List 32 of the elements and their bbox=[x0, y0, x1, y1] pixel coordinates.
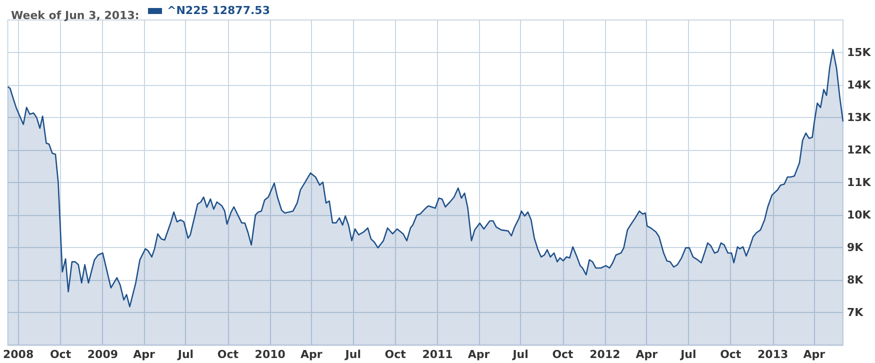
legend-label: ^N225 bbox=[167, 4, 208, 17]
x-tick-label: 2008 bbox=[2, 348, 34, 361]
x-tick-label: Jul bbox=[680, 348, 696, 361]
x-tick-label: 2012 bbox=[590, 348, 620, 361]
y-tick-label: 14K bbox=[847, 78, 872, 92]
y-tick-label: 11K bbox=[847, 176, 872, 189]
y-tick-label: 15K bbox=[847, 46, 872, 59]
x-tick-label: Oct bbox=[552, 348, 574, 361]
x-tick-label: Apr bbox=[300, 348, 323, 361]
y-tick-label: 12K bbox=[847, 144, 872, 156]
x-tick-label: 2009 bbox=[87, 348, 118, 361]
y-tick-label: 10K bbox=[847, 208, 872, 222]
text: 12877.53 bbox=[212, 4, 270, 17]
x-tick-label: Apr bbox=[636, 348, 658, 361]
y-tick-label: 9K bbox=[847, 241, 864, 254]
x-tick-label: Oct bbox=[217, 348, 238, 361]
x-tick-label: 2013 bbox=[758, 348, 788, 361]
y-tick-label: 8K bbox=[847, 274, 864, 286]
x-tick-label: Jul bbox=[344, 348, 361, 361]
x-tick-label: Apr bbox=[803, 348, 826, 361]
x-tick-label: Apr bbox=[133, 348, 156, 361]
y-tick-label: 13K bbox=[847, 111, 872, 124]
x-tick-label: Jul bbox=[512, 348, 528, 361]
x-tick-label: Apr bbox=[468, 348, 490, 361]
x-tick-label: Oct bbox=[384, 348, 406, 361]
x-tick-label: Jul bbox=[176, 348, 194, 361]
y-tick-label: 7K bbox=[847, 306, 864, 319]
chart-title: Week of Jun 3, 2013: bbox=[11, 9, 140, 22]
x-tick-label: 2011 bbox=[422, 348, 453, 361]
x-tick-label: 2010 bbox=[254, 348, 286, 361]
x-tick-label: Oct bbox=[50, 348, 72, 361]
x-tick-label: Oct bbox=[720, 348, 742, 361]
